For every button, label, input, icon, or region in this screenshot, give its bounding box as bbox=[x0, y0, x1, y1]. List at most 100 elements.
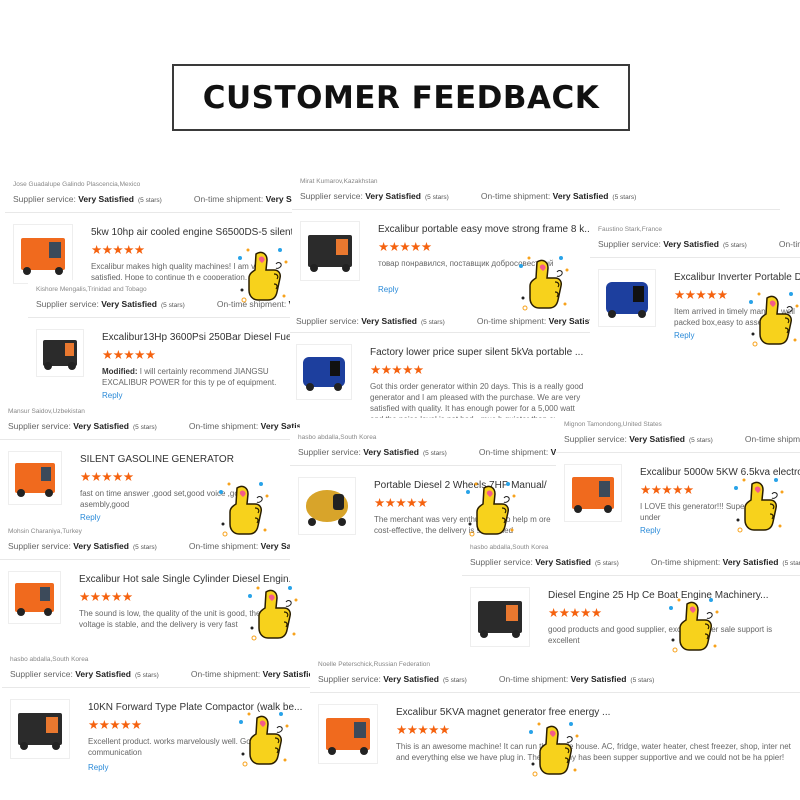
ratings-line: Supplier service: Very Satisfied (5 stars… bbox=[13, 194, 295, 204]
supplier-service-value: Very Satisfied bbox=[663, 239, 719, 249]
product-title[interactable]: Factory lower price super silent 5kVa po… bbox=[370, 347, 584, 358]
shipment-value: Very Satisfied bbox=[570, 674, 627, 684]
ratings-line: Supplier service: Very Satisfied (5 stars… bbox=[300, 191, 636, 201]
divider bbox=[0, 439, 300, 440]
shipment-label: On-time shipment: bbox=[650, 557, 721, 567]
product-title[interactable]: Excalibur Inverter Portable Diesel bbox=[674, 272, 800, 283]
review-body: I LOVE this generator!!! Super easy to u… bbox=[640, 502, 776, 522]
product-image bbox=[318, 704, 378, 764]
review-body: I will certainly recommend JIANGSU EXCAL… bbox=[102, 367, 277, 387]
reply-link[interactable]: Reply bbox=[640, 526, 661, 535]
shipment-label: On-time shipment: bbox=[478, 447, 549, 457]
generator-shape bbox=[17, 712, 63, 746]
supplier-stars: (5 stars) bbox=[132, 424, 157, 431]
wheel bbox=[310, 263, 319, 272]
reviewer-name: Jose Guadalupe Galindo Plascencia,Mexico bbox=[13, 181, 141, 188]
supplier-service-value: Very Satisfied bbox=[363, 447, 419, 457]
reply-link[interactable]: Reply bbox=[378, 285, 399, 294]
supplier-stars: (5 stars) bbox=[722, 242, 747, 249]
supplier-service-value: Very Satisfied bbox=[73, 421, 129, 431]
review-text: Got this order generator within 20 days.… bbox=[370, 381, 586, 418]
shipment-value: Very Satisfied bbox=[265, 194, 295, 204]
supplier-stars: (5 stars) bbox=[160, 302, 185, 309]
reply-link[interactable]: Reply bbox=[674, 331, 695, 340]
product-image bbox=[296, 344, 352, 400]
review-text: Excellent product. works marvelously wel… bbox=[88, 736, 306, 758]
ratings-line: Supplier service: Very Satisfied (5 stars… bbox=[564, 434, 800, 444]
page-title-box: CUSTOMER FEEDBACK bbox=[172, 64, 630, 131]
modified-label: Modified: bbox=[102, 367, 138, 376]
reviewer-name: hasbo abdalla,South Korea bbox=[10, 656, 89, 663]
product-title[interactable]: Excalibur 5KVA magnet generator free ene… bbox=[396, 707, 611, 718]
reviewer-name: Mansur Saidov,Uzbekistan bbox=[8, 408, 85, 415]
wheel bbox=[23, 266, 32, 275]
shipment-stars: (5 stars) bbox=[630, 677, 655, 684]
product-title[interactable]: SILENT GASOLINE GENERATOR bbox=[80, 454, 234, 465]
wheel bbox=[54, 266, 63, 275]
review-card: Kishore Mengalis,Trinidad and Tobago Supp… bbox=[28, 280, 290, 416]
reply-link[interactable]: Reply bbox=[80, 513, 101, 522]
shipment-stars: (5 stars) bbox=[782, 560, 800, 567]
product-title[interactable]: Diesel Engine 25 Hp Ce Boat Engine Machi… bbox=[548, 590, 769, 601]
divider bbox=[462, 575, 800, 576]
wheel bbox=[51, 741, 60, 750]
supplier-service-label: Supplier service: bbox=[296, 316, 359, 326]
review-body: fast on time answer ,good set,good voice… bbox=[80, 489, 248, 509]
product-title[interactable]: 10KN Forward Type Plate Compactor (walk … bbox=[88, 702, 303, 713]
star-rating: ★★★★★ bbox=[102, 348, 156, 362]
wheel bbox=[328, 746, 337, 755]
divider bbox=[310, 692, 800, 693]
shipment-label: On-time shipment: bbox=[190, 669, 261, 679]
review-body: The merchant was very enthusiastic to he… bbox=[374, 515, 551, 535]
wheel bbox=[17, 488, 26, 497]
supplier-service-value: Very Satisfied bbox=[73, 541, 129, 551]
reply-link[interactable]: Reply bbox=[102, 391, 123, 400]
reply-link[interactable]: Reply bbox=[88, 763, 109, 772]
wheel bbox=[334, 383, 343, 392]
review-card: Mansur Saidov,Uzbekistan Supplier service… bbox=[0, 402, 300, 528]
reviewer-name: hasbo abdalla,South Korea bbox=[470, 544, 549, 551]
wheel bbox=[638, 310, 647, 319]
review-body: Got this order generator within 20 days.… bbox=[370, 382, 584, 418]
ratings-line: Supplier service: Very Satisfied (5 stars… bbox=[470, 557, 800, 567]
star-rating: ★★★★★ bbox=[88, 718, 142, 732]
review-card: Mohsin Charaniya,Turkey Supplier service:… bbox=[0, 522, 290, 642]
shipment-value: Very Satisfied bbox=[260, 421, 300, 431]
review-text: Item arrived in timely manner, well pack… bbox=[674, 306, 796, 328]
divider bbox=[556, 452, 800, 453]
supplier-service-label: Supplier service: bbox=[8, 421, 71, 431]
product-title[interactable]: Excalibur Hot sale Single Cylinder Diese… bbox=[79, 574, 290, 585]
product-title[interactable]: Portable Diesel 2 Wheels 7HP Manual/ bbox=[374, 480, 547, 491]
product-image bbox=[564, 464, 622, 522]
review-body: товар понравился, поставщик добросовестн… bbox=[378, 259, 554, 268]
star-rating: ★★★★★ bbox=[80, 470, 134, 484]
generator-shape bbox=[303, 356, 345, 388]
shipment-label: On-time shipment: bbox=[778, 239, 800, 249]
review-text: Modified: I will certainly recommend JIA… bbox=[102, 366, 286, 388]
generator-shape bbox=[571, 477, 615, 509]
ratings-line: Supplier service: Very Satisfied (5 stars… bbox=[296, 316, 590, 326]
reviewer-name: Mohsin Charaniya,Turkey bbox=[8, 528, 82, 535]
product-title[interactable]: 5kw 10hp air cooled engine S6500DS-5 sil… bbox=[91, 227, 295, 238]
page-title: CUSTOMER FEEDBACK bbox=[196, 79, 606, 116]
shipment-value: Very Satisfied bbox=[552, 191, 609, 201]
product-title[interactable]: Excalibur 5000w 5KW 6.5kva electros bbox=[640, 467, 800, 478]
ratings-line: Supplier service: Very Satisfied (5 stars… bbox=[298, 447, 562, 457]
product-title[interactable]: Excalibur portable easy move strong fram… bbox=[378, 224, 593, 235]
supplier-stars: (5 stars) bbox=[594, 560, 619, 567]
shipment-label: On-time shipment: bbox=[193, 194, 264, 204]
review-card: hasbo abdalla,South Korea Supplier servic… bbox=[2, 650, 310, 776]
wheel bbox=[307, 518, 316, 527]
supplier-service-value: Very Satisfied bbox=[78, 194, 134, 204]
product-image bbox=[8, 571, 61, 624]
review-text: The sound is low, the quality of the uni… bbox=[79, 608, 286, 630]
supplier-stars: (5 stars) bbox=[422, 450, 447, 457]
supplier-service-value: Very Satisfied bbox=[75, 669, 131, 679]
product-title[interactable]: Excalibur13Hp 3600Psi 250Bar Diesel Fuel… bbox=[102, 332, 290, 343]
review-body: good products and good supplier, excelle… bbox=[548, 625, 773, 645]
reviewer-name: hasbo abdalla,South Korea bbox=[298, 434, 377, 441]
divider bbox=[28, 317, 290, 318]
ratings-line: Supplier service: Very Satisfied (5 stars… bbox=[8, 541, 290, 551]
wheel bbox=[20, 741, 29, 750]
shipment-value: Very Satisfied bbox=[289, 299, 290, 309]
